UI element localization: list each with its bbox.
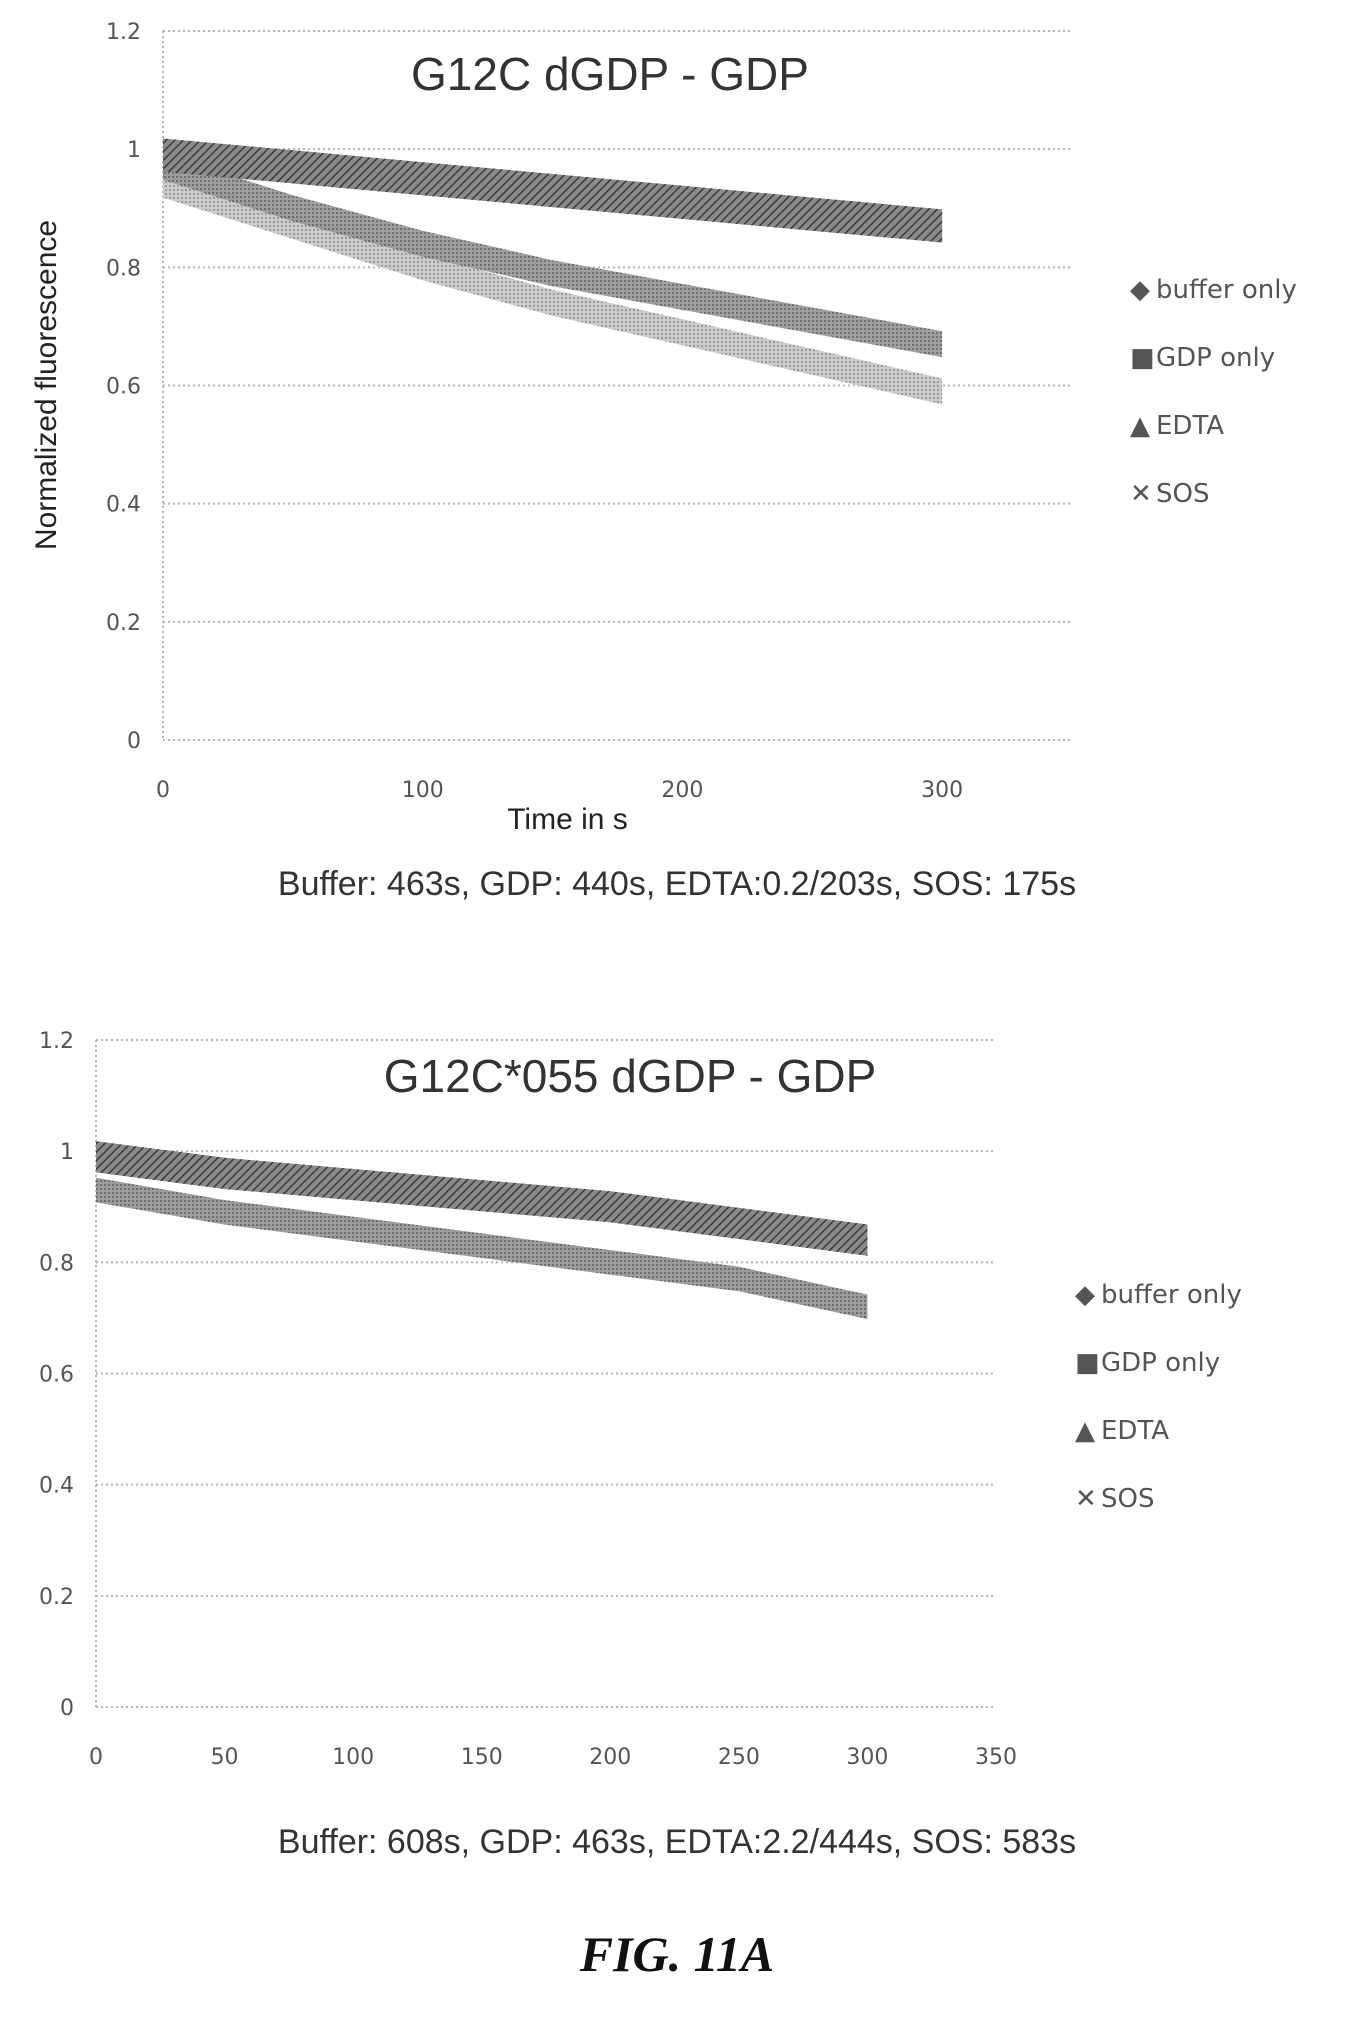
legend-marker-gdp-only: ■ [1130,343,1155,373]
y-tick-label: 0.6 [39,1363,74,1388]
legend-marker-buffer-only: ◆ [1130,275,1150,305]
x-tick-label: 50 [211,1745,239,1770]
x-tick-label: 300 [921,778,963,803]
chart-caption: Buffer: 608s, GDP: 463s, EDTA:2.2/444s, … [278,1823,1076,1861]
y-tick-label: 1 [127,138,141,163]
series-edta [96,1177,868,1319]
y-tick-label: 1.2 [106,20,141,45]
legend-entry-gdp-only: GDP only [1101,1348,1220,1378]
y-tick-label: 0.4 [39,1474,74,1499]
series-sos [163,171,943,405]
legend-marker-buffer-only: ◆ [1075,1280,1095,1310]
y-axis-title: Normalized fluorescence [30,220,63,550]
x-tick-label: 0 [156,778,170,803]
y-tick-label: 0.2 [106,611,141,636]
legend-marker-sos: ✕ [1130,479,1152,509]
y-tick-label: 0 [60,1696,74,1721]
y-tick-label: 0.8 [106,256,141,281]
legend-entry-sos: SOS [1101,1484,1154,1514]
x-tick-label: 200 [589,1745,631,1770]
x-tick-label: 350 [975,1745,1017,1770]
chart-g12c-dgdp-gdp: 0 0.2 0.4 0.6 0.8 1 1.2 0 100 200 300 G12C dGDP - G… [30,20,1297,903]
series-gdp-only [96,1141,868,1256]
chart-g12c-055-dgdp-gdp: 0 0.2 0.4 0.6 0.8 1 1.2 0 50 100 150 200 250 300 350 G1… [39,1029,1242,1861]
y-tick-label: 1.2 [39,1029,74,1054]
x-tick-label: 100 [332,1745,374,1770]
x-tick-label: 200 [661,778,703,803]
legend-entry-gdp-only: GDP only [1156,343,1275,373]
figure-label: FIG. 11A [579,1926,775,1982]
x-axis-title: Time in s [507,803,628,836]
legend-marker-edta: ▲ [1075,1416,1095,1446]
y-tick-label: 0 [127,729,141,754]
legend-entry-edta: EDTA [1101,1416,1169,1446]
x-tick-label: 300 [846,1745,888,1770]
legend-entry-buffer-only: buffer only [1101,1280,1242,1310]
chart-title: G12C*055 dGDP - GDP [384,1050,877,1102]
chart-caption: Buffer: 463s, GDP: 440s, EDTA:0.2/203s, … [278,865,1076,903]
legend-marker-edta: ▲ [1130,411,1150,441]
y-tick-label: 1 [60,1140,74,1165]
legend-marker-sos: ✕ [1075,1484,1097,1514]
y-tick-label: 0.6 [106,375,141,400]
x-tick-label: 150 [461,1745,503,1770]
y-tick-label: 0.8 [39,1251,74,1276]
legend-entry-sos: SOS [1156,479,1209,509]
y-tick-label: 0.2 [39,1585,74,1610]
legend-marker-gdp-only: ■ [1075,1348,1100,1378]
y-tick-label: 0.4 [106,493,141,518]
x-tick-label: 250 [718,1745,760,1770]
x-tick-label: 0 [89,1745,103,1770]
x-tick-label: 100 [402,778,444,803]
series-edta [163,153,943,358]
chart-title: G12C dGDP - GDP [411,48,809,100]
legend-entry-edta: EDTA [1156,411,1224,441]
legend-entry-buffer-only: buffer only [1156,275,1297,305]
series-gdp-only [163,138,943,243]
